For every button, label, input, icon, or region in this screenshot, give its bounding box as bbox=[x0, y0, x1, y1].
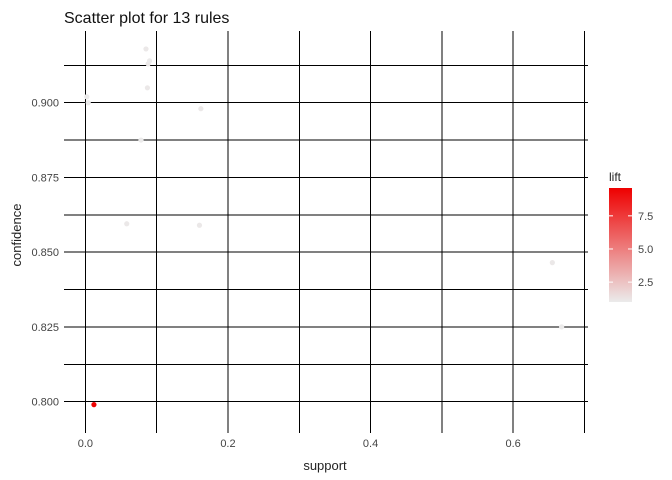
data-point bbox=[143, 46, 149, 52]
x-tick-label: 0.6 bbox=[505, 438, 520, 450]
legend-tick-label: 2.5 bbox=[638, 277, 653, 289]
chart-title: Scatter plot for 13 rules bbox=[64, 10, 229, 27]
x-axis-ticks: 0.0 0.2 0.4 0.6 bbox=[78, 438, 521, 450]
data-point bbox=[124, 221, 130, 227]
y-tick-label: 0.800 bbox=[31, 397, 59, 409]
y-tick-label: 0.825 bbox=[31, 322, 59, 334]
x-tick-label: 0.0 bbox=[78, 438, 93, 450]
legend-title: lift bbox=[609, 170, 622, 184]
data-point bbox=[91, 402, 97, 408]
data-point bbox=[559, 324, 565, 330]
x-tick-label: 0.4 bbox=[363, 438, 378, 450]
data-points bbox=[84, 46, 565, 408]
y-axis-ticks: 0.800 0.825 0.850 0.875 0.900 bbox=[31, 98, 59, 409]
data-point bbox=[196, 222, 203, 228]
data-point bbox=[138, 137, 144, 143]
data-point bbox=[85, 100, 91, 106]
grid bbox=[64, 31, 588, 433]
legend: lift 2.5 5.0 7.5 bbox=[609, 170, 653, 302]
y-tick-label: 0.850 bbox=[31, 247, 59, 259]
y-tick-label: 0.875 bbox=[31, 172, 59, 184]
data-point bbox=[146, 58, 153, 64]
data-point bbox=[198, 106, 204, 112]
legend-tick-label: 7.5 bbox=[638, 211, 653, 223]
x-tick-label: 0.2 bbox=[220, 438, 235, 450]
data-point bbox=[84, 94, 90, 100]
data-point bbox=[144, 85, 151, 91]
legend-colorbar bbox=[609, 188, 632, 302]
x-axis-title: support bbox=[303, 458, 347, 473]
data-point bbox=[549, 260, 555, 266]
y-tick-label: 0.900 bbox=[31, 98, 59, 110]
y-axis-title: confidence bbox=[9, 204, 24, 267]
legend-tick-label: 5.0 bbox=[638, 244, 653, 256]
